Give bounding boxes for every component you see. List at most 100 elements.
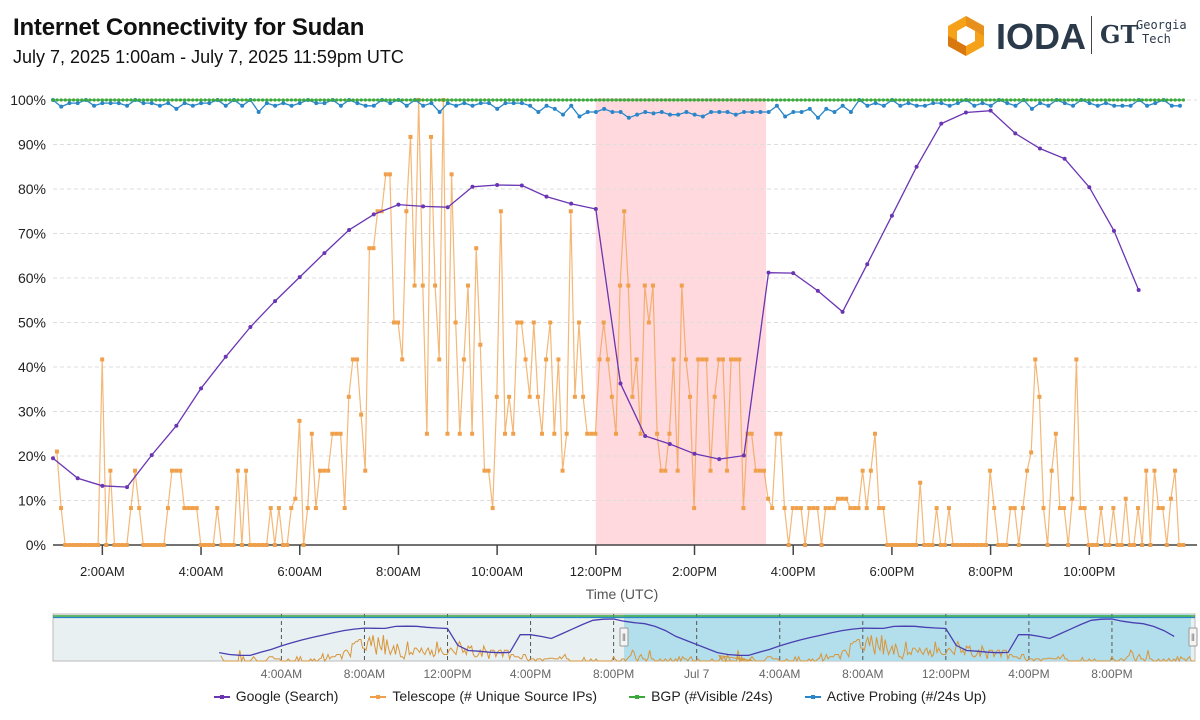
data-point-telescope (161, 543, 166, 547)
data-point-telescope (145, 543, 150, 547)
navigator-handle-left-grip: ‖ (622, 633, 626, 644)
data-point-telescope (355, 357, 360, 362)
data-point-telescope (63, 543, 68, 547)
data-point-telescope (1086, 543, 1091, 547)
data-point-telescope (971, 543, 976, 547)
data-point-bgp (984, 98, 988, 102)
data-point-probing (478, 101, 483, 106)
data-point-probing (783, 114, 788, 119)
data-point-bgp (795, 98, 799, 102)
data-point-bgp (1111, 98, 1116, 102)
data-point-probing (717, 110, 722, 115)
data-point-telescope (959, 543, 964, 547)
data-point-bgp (1066, 98, 1070, 102)
data-point-bgp (137, 98, 141, 102)
data-point-telescope (457, 431, 462, 436)
data-point-telescope (515, 320, 520, 325)
data-point-bgp (199, 98, 203, 102)
data-point-bgp (487, 98, 491, 102)
data-point-probing (741, 110, 746, 115)
data-point-telescope (445, 431, 450, 436)
data-point-bgp (495, 98, 499, 102)
data-point-telescope (350, 357, 355, 362)
data-point-probing (807, 106, 812, 111)
navigator-handle-left[interactable] (619, 627, 629, 647)
legend-item-bgp[interactable]: BGP (#Visible /24s) (629, 688, 773, 704)
legend-item-google[interactable]: Google (Search) (213, 688, 338, 704)
data-point-probing (1103, 101, 1108, 106)
navigator-handle-right[interactable] (1188, 627, 1198, 647)
data-point-bgp (561, 98, 565, 102)
data-point-bgp (511, 98, 515, 102)
data-point-google (495, 182, 500, 187)
data-point-bgp (1103, 98, 1107, 102)
data-point-bgp (384, 98, 388, 102)
data-point-bgp (51, 98, 55, 102)
data-point-bgp (947, 98, 951, 102)
data-point-telescope (823, 506, 828, 511)
data-point-telescope (638, 431, 643, 436)
data-point-google (421, 204, 426, 209)
data-point-bgp (1157, 98, 1161, 102)
data-point-telescope (835, 496, 840, 501)
data-point-probing (125, 103, 130, 108)
data-point-telescope (338, 431, 343, 436)
data-point-probing (511, 101, 516, 106)
data-point-telescope (535, 394, 540, 399)
data-point-bgp (421, 98, 425, 102)
data-point-bgp (170, 98, 174, 102)
data-point-telescope (1115, 543, 1120, 547)
data-point-telescope (1033, 357, 1038, 362)
data-point-probing (1177, 103, 1182, 108)
data-point-bgp (404, 98, 409, 102)
data-point-telescope (692, 506, 697, 511)
data-point-telescope (663, 468, 668, 473)
data-point-telescope (774, 431, 779, 436)
data-point-telescope (207, 543, 212, 547)
data-point-probing (108, 101, 113, 106)
data-point-telescope (244, 468, 249, 473)
data-point-bgp (92, 98, 96, 102)
data-point-probing (166, 101, 171, 106)
data-point-bgp (351, 98, 355, 102)
data-point-bgp (219, 98, 224, 102)
data-point-google (125, 485, 130, 490)
data-point-probing (840, 103, 845, 108)
series-telescope (54, 98, 1186, 547)
data-point-bgp (347, 98, 351, 102)
legend-item-telescope[interactable]: Telescope (# Unique Source IPs) (370, 688, 597, 704)
connectivity-chart[interactable]: 0% 10% 20% 30% 40% 50% 60% 70% 80% 90% 100% 2:00AM… (0, 0, 1200, 690)
data-point-bgp (836, 98, 840, 102)
data-point-probing (116, 101, 121, 106)
data-point-telescope (178, 468, 183, 473)
data-point-probing (955, 101, 960, 106)
x-tick-label: 2:00AM (80, 564, 125, 579)
data-point-google (396, 202, 401, 207)
data-point-bgp (462, 98, 466, 102)
data-point-bgp (392, 98, 396, 102)
data-point-bgp (1165, 98, 1169, 102)
data-point-probing (684, 110, 689, 115)
data-point-probing (643, 110, 648, 115)
data-point-probing (972, 103, 977, 108)
data-point-bgp (565, 98, 569, 102)
legend-label: BGP (#Visible /24s) (651, 688, 773, 704)
data-point-telescope (375, 209, 380, 214)
navigator[interactable]: 4:00AM 8:00AM 12:00PM 4:00PM 8:00PM Jul 7 4:00… (52, 613, 1198, 681)
data-point-bgp (503, 98, 507, 102)
navigator-tick-label: 4:00AM (759, 667, 800, 681)
legend-item-probing[interactable]: Active Probing (#/24s Up) (804, 688, 986, 704)
data-point-telescope (293, 496, 298, 501)
data-point-telescope (724, 468, 729, 473)
data-point-bgp (877, 98, 881, 102)
data-point-bgp (762, 98, 766, 102)
data-point-bgp (265, 98, 269, 102)
data-point-bgp (844, 98, 848, 102)
data-point-bgp (1087, 98, 1091, 102)
data-point-telescope (404, 209, 409, 214)
x-tick-label: 8:00PM (968, 564, 1013, 579)
legend: Google (Search) Telescope (# Unique Sourc… (0, 688, 1200, 704)
data-point-probing (289, 103, 294, 108)
data-point-bgp (195, 98, 199, 102)
data-point-bgp (470, 98, 474, 102)
